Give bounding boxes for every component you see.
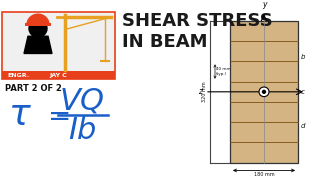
Wedge shape (27, 14, 49, 25)
Text: $\tau$: $\tau$ (8, 98, 32, 132)
Text: ENGR.: ENGR. (7, 73, 29, 78)
FancyBboxPatch shape (2, 12, 115, 79)
Text: y: y (262, 0, 266, 9)
Circle shape (262, 90, 266, 93)
Text: JAY C: JAY C (49, 73, 67, 78)
Polygon shape (24, 36, 52, 53)
Text: $Ib$: $Ib$ (68, 116, 96, 145)
Bar (2, 71, 115, 79)
Text: 180 mm: 180 mm (254, 172, 274, 177)
Text: z: z (198, 87, 202, 96)
Text: 320 mm: 320 mm (202, 82, 207, 102)
Text: c: c (301, 89, 305, 95)
Text: 40 mm
(typ.): 40 mm (typ.) (216, 67, 231, 76)
Text: b: b (301, 54, 306, 60)
Text: $VQ$: $VQ$ (59, 87, 105, 116)
Bar (230, 21, 298, 163)
Bar (25, 23, 51, 26)
Text: PART 2 OF 2: PART 2 OF 2 (5, 84, 62, 93)
Circle shape (29, 20, 47, 37)
Text: $=$: $=$ (42, 101, 70, 129)
Text: d: d (301, 123, 306, 129)
Text: SHEAR STRESS: SHEAR STRESS (122, 12, 273, 30)
Circle shape (259, 87, 269, 97)
Text: IN BEAM: IN BEAM (122, 33, 207, 51)
